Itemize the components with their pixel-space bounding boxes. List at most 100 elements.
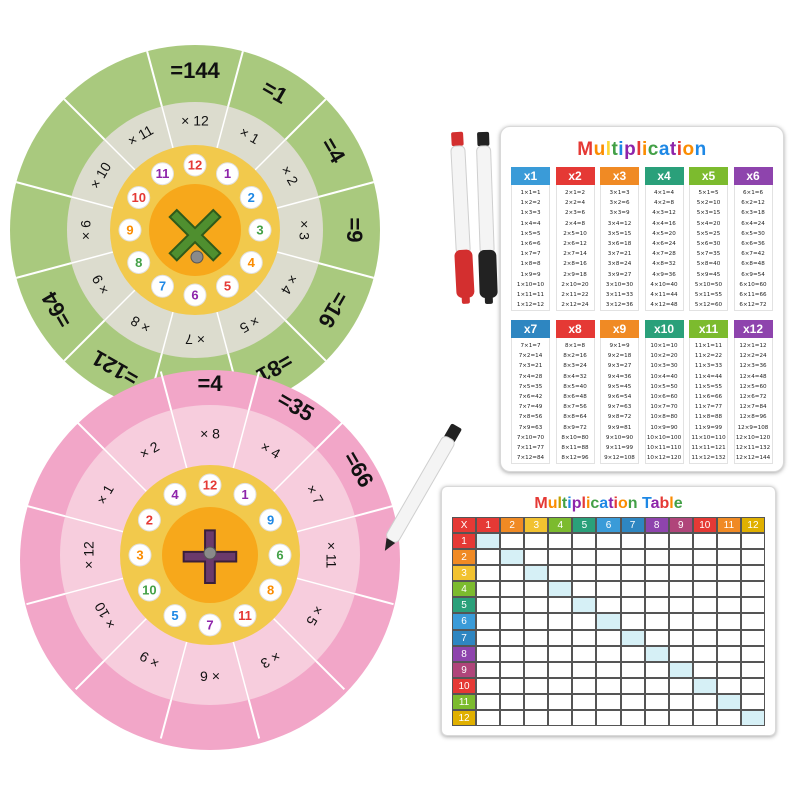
column-header: x10 — [644, 320, 684, 338]
title-letter: M — [577, 139, 594, 160]
title-letter: u — [547, 495, 558, 512]
multiplier-label: × 3 — [296, 220, 312, 240]
grid-cell — [572, 533, 597, 550]
number-bubble — [127, 186, 151, 209]
grid-cell — [716, 565, 741, 582]
multiplication-card-title: Multiplication — [501, 139, 783, 161]
fact-row: 8×10=80 — [561, 434, 589, 441]
grid-column-header: 2 — [500, 517, 525, 534]
title-letter: c — [647, 139, 659, 160]
column-facts: 5×1=5 5×2=10 5×3=15 5×4=20 5×5=25 5×6=30 5×7=3… — [689, 185, 728, 312]
bubble-number: 6 — [276, 547, 283, 562]
multiply-symbol-icon: × — [159, 183, 231, 283]
table-column-x11: x11 11×1=11 11×2=22 11×3=33 11×4=44 11×5=55 11… — [689, 320, 728, 465]
ring-divider — [296, 515, 356, 533]
fact-row: 9×4=36 — [607, 373, 632, 380]
grid-cell — [596, 565, 621, 582]
table-column-x2: x2 2×1=2 2×2=4 2×3=6 2×4=8 2×5=10 2×6=12 2×7=14… — [555, 167, 595, 312]
grid-cell — [524, 677, 549, 694]
grid-cell — [476, 549, 501, 566]
column-facts: 3×1=3 3×2=6 3×3=9 3×4=12 3×5=15 3×6=18 3×7=21 3… — [600, 185, 639, 312]
grid-cell — [500, 709, 525, 726]
bubble-number: 2 — [146, 512, 153, 527]
grid-cell — [500, 629, 525, 646]
fact-row: 11×6=66 — [694, 394, 723, 401]
number-bubble — [268, 543, 292, 567]
fact-row: 3×11=33 — [605, 292, 634, 299]
grid-cell — [524, 613, 549, 630]
fact-row: 10×10=100 — [646, 434, 682, 441]
grid-cell — [668, 677, 693, 694]
grid-cell — [740, 565, 765, 582]
grid-cell — [668, 629, 693, 646]
grid-column-header: 8 — [644, 517, 669, 534]
fact-row: 4×1=4 — [653, 190, 675, 196]
column-facts: 9×1=9 9×2=18 9×3=27 9×4=36 9×5=45 9×6=54 9×7=6… — [600, 338, 639, 465]
title-letter: i — [567, 495, 572, 512]
grid-cell — [716, 581, 741, 598]
column-facts: 12×1=12 12×2=24 12×3=36 12×4=48 12×5=60 12×6=… — [733, 338, 773, 465]
number-bubble — [183, 153, 207, 177]
grid-cell — [548, 613, 573, 630]
grid-cell — [548, 645, 573, 662]
fact-row: 2×7=14 — [563, 251, 587, 258]
fact-row: 6×7=42 — [741, 251, 765, 258]
grid-cell — [716, 645, 741, 662]
table-column-x8: x8 8×1=8 8×2=16 8×3=24 8×4=32 8×5=40 8×6=48 8×7… — [555, 320, 595, 465]
fact-row: 9×7=63 — [607, 404, 632, 411]
green-multiplication-wheel[interactable]: =144=1=4=9=16=81=100=121=64 × 12× 1× 2× … — [10, 45, 380, 415]
black-dry-erase-marker[interactable] — [474, 131, 498, 305]
pink-wheel-number-bubbles: 12 1 9 6 8 11 7 5 10 3 2 4 — [128, 473, 292, 637]
ring-divider — [273, 448, 317, 492]
ring-divider — [16, 262, 72, 279]
multiplier-label: × 8 — [200, 426, 220, 442]
fact-row: 11×8=88 — [694, 414, 723, 421]
bubble-number: 8 — [135, 255, 142, 270]
ring-divider — [26, 592, 66, 606]
fact-row: 8×4=32 — [563, 373, 587, 380]
grid-cell — [500, 565, 525, 582]
column-header: x12 — [733, 320, 773, 338]
writing-marker[interactable] — [379, 423, 463, 555]
ring-divider — [74, 419, 105, 450]
table-column-x12: x12 12×1=12 12×2=24 12×3=36 12×4=48 12×5=60 12… — [733, 320, 773, 465]
fact-row: 8×3=24 — [563, 363, 587, 370]
multiplier-label: × 6 — [78, 220, 94, 240]
fact-row: 5×2=10 — [696, 200, 721, 207]
bubble-number: 4 — [248, 255, 256, 270]
ring-divider — [64, 515, 124, 533]
fact-row: 4×10=40 — [650, 281, 678, 288]
pink-multiplication-wheel[interactable]: =4=35=66 × 8× 4× 7× 11× 5× 3× 6× 9× 10× … — [20, 370, 400, 750]
ring-divider — [161, 106, 174, 149]
fact-row: 11×10=110 — [691, 434, 726, 441]
grid-cell — [620, 549, 645, 566]
title-letter: e — [673, 495, 683, 512]
fact-row: 5×9=45 — [696, 271, 721, 278]
grid-cell — [668, 661, 693, 678]
fact-row: 11×9=99 — [694, 424, 723, 431]
ring-divider — [63, 98, 106, 141]
title-letter: n — [627, 495, 638, 512]
fact-row: 10×12=120 — [646, 455, 682, 462]
fact-row: 10×8=80 — [650, 414, 678, 421]
multiplication-chart-card: Multiplication x1 1×1=1 1×2=2 1×3=3 1×4=4 1×5… — [500, 126, 784, 472]
grid-cell — [572, 629, 597, 646]
grid-cell — [620, 677, 645, 694]
grid-cell — [692, 693, 717, 710]
grid-cell — [524, 549, 549, 566]
fact-row: 2×8=16 — [563, 261, 587, 268]
grid-cell — [740, 661, 765, 678]
grid-cell — [692, 629, 717, 646]
bubble-number: 9 — [126, 222, 133, 237]
grid-cell — [596, 709, 621, 726]
fact-row: 4×5=20 — [652, 230, 676, 237]
grid-cell — [620, 629, 645, 646]
fact-row: 7×6=42 — [518, 394, 543, 401]
fact-row: 8×12=96 — [561, 455, 589, 462]
red-dry-erase-marker[interactable] — [448, 131, 475, 305]
bubble-number: 6 — [191, 287, 198, 302]
grid-row-header: 9 — [452, 661, 477, 678]
title-letter: p — [571, 495, 582, 512]
fact-row: 2×12=24 — [561, 302, 589, 309]
grid-cell — [668, 709, 693, 726]
